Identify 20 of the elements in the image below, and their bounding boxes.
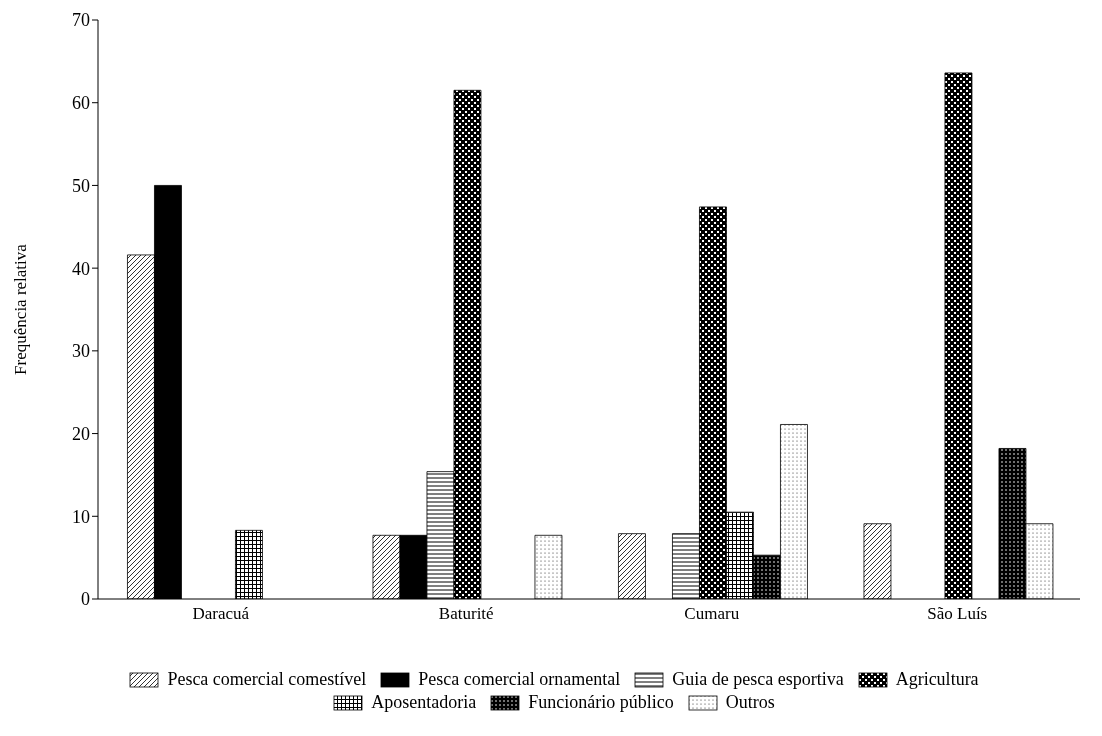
y-tick-label: 10 (72, 506, 90, 527)
y-tick-label: 0 (81, 589, 90, 610)
x-tick-label: Cumaru (684, 604, 740, 624)
y-tick-label: 20 (72, 423, 90, 444)
y-tick-label: 50 (72, 175, 90, 196)
legend-label: Pesca comercial comestível (167, 669, 367, 690)
y-axis-title: Frequência relativa (11, 243, 31, 375)
x-tick-label: Baturité (438, 604, 494, 624)
y-tick-label: 70 (72, 10, 90, 31)
legend-label: Outros (725, 692, 775, 713)
legend-label: Pesca comercial ornamental (418, 669, 621, 690)
y-tick-label: 40 (72, 258, 90, 279)
x-tick-label: São Luís (927, 604, 988, 624)
y-tick-label: 60 (72, 93, 90, 114)
legend-label: Funcionário público (528, 692, 674, 713)
legend-label: Guia de pesca esportiva (672, 669, 844, 690)
legend-label: Agricultura (895, 669, 979, 690)
x-tick-label: Daracuá (192, 604, 250, 624)
y-tick-label: 30 (72, 341, 90, 362)
legend-label: Aposentadoria (371, 692, 477, 713)
